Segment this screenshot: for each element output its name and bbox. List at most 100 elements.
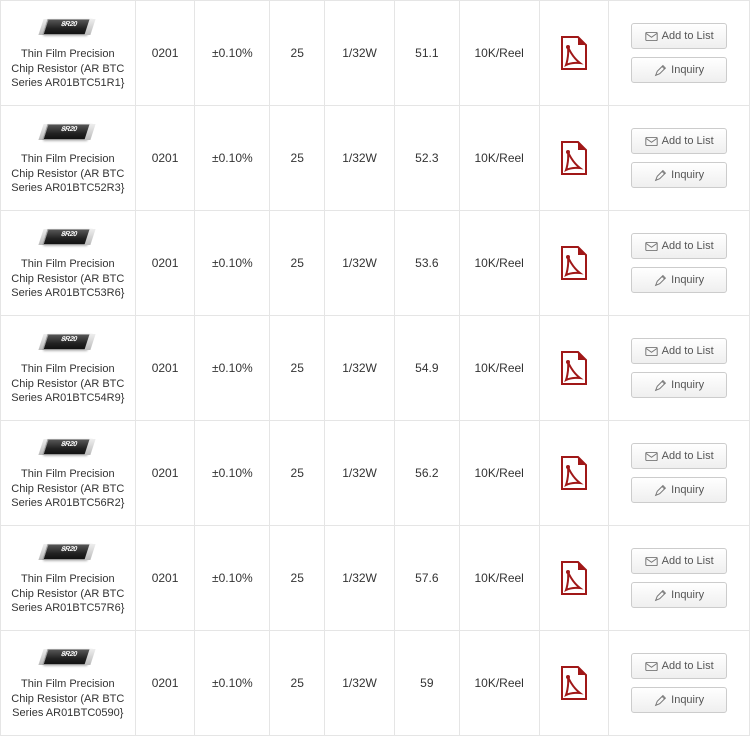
inquiry-label: Inquiry xyxy=(671,274,704,286)
pencil-icon xyxy=(654,694,667,707)
inquiry-button[interactable]: Inquiry xyxy=(631,687,727,713)
chip-resistor-icon: 8R20 xyxy=(39,330,97,356)
add-to-list-button[interactable]: Add to List xyxy=(631,23,727,49)
packaging: 10K/Reel xyxy=(460,526,540,630)
add-to-list-button[interactable]: Add to List xyxy=(631,653,727,679)
product-name[interactable]: Thin Film Precision Chip Resistor (AR BT… xyxy=(5,152,131,197)
actions-cell: Add to List Inquiry xyxy=(609,106,749,210)
resistance-value: 53.6 xyxy=(395,211,460,315)
pdf-icon[interactable] xyxy=(558,665,590,701)
chip-resistor-icon: 8R20 xyxy=(39,225,97,251)
size-code: 0201 xyxy=(136,526,196,630)
add-label: Add to List xyxy=(662,240,714,252)
table-row: 8R20 Thin Film Precision Chip Resistor (A… xyxy=(0,106,750,211)
inquiry-label: Inquiry xyxy=(671,589,704,601)
add-to-list-button[interactable]: Add to List xyxy=(631,233,727,259)
datasheet-cell xyxy=(540,1,610,105)
table-row: 8R20Thin Film Precision Chip Resistor (A… xyxy=(0,0,750,106)
resistance-value: 54.9 xyxy=(395,316,460,420)
power-rating: 1/32W xyxy=(325,1,395,105)
inquiry-button[interactable]: Inquiry xyxy=(631,477,727,503)
temp-coeff: 25 xyxy=(270,526,325,630)
actions-cell: Add to List Inquiry xyxy=(609,316,749,420)
table-row: 8R20 Thin Film Precision Chip Resistor (A… xyxy=(0,316,750,421)
pencil-icon xyxy=(654,169,667,182)
add-label: Add to List xyxy=(662,555,714,567)
inquiry-button[interactable]: Inquiry xyxy=(631,57,727,83)
datasheet-cell xyxy=(540,421,610,525)
pencil-icon xyxy=(654,484,667,497)
product-cell: 8R20Thin Film Precision Chip Resistor (A… xyxy=(1,631,136,735)
inquiry-label: Inquiry xyxy=(671,694,704,706)
pdf-icon[interactable] xyxy=(558,35,590,71)
temp-coeff: 25 xyxy=(270,211,325,315)
envelope-icon xyxy=(645,555,658,568)
actions-cell: Add to List Inquiry xyxy=(609,1,749,105)
product-cell: 8R20Thin Film Precision Chip Resistor (A… xyxy=(1,421,136,525)
table-row: 8R20Thin Film Precision Chip Resistor (A… xyxy=(0,421,750,526)
actions-cell: Add to List Inquiry xyxy=(609,211,749,315)
product-cell: 8R20 Thin Film Precision Chip Resistor (A… xyxy=(1,211,136,315)
add-label: Add to List xyxy=(662,345,714,357)
resistance-value: 56.2 xyxy=(395,421,460,525)
pdf-icon[interactable] xyxy=(558,560,590,596)
tolerance: ±0.10% xyxy=(195,526,270,630)
product-name[interactable]: Thin Film Precision Chip Resistor (AR BT… xyxy=(5,572,131,617)
product-name[interactable]: Thin Film Precision Chip Resistor (AR BT… xyxy=(5,47,131,92)
temp-coeff: 25 xyxy=(270,1,325,105)
power-rating: 1/32W xyxy=(325,106,395,210)
envelope-icon xyxy=(645,240,658,253)
tolerance: ±0.10% xyxy=(195,211,270,315)
add-to-list-button[interactable]: Add to List xyxy=(631,338,727,364)
pencil-icon xyxy=(654,274,667,287)
datasheet-cell xyxy=(540,526,610,630)
inquiry-button[interactable]: Inquiry xyxy=(631,162,727,188)
resistance-value: 52.3 xyxy=(395,106,460,210)
add-to-list-button[interactable]: Add to List xyxy=(631,443,727,469)
tolerance: ±0.10% xyxy=(195,421,270,525)
add-to-list-button[interactable]: Add to List xyxy=(631,548,727,574)
product-name[interactable]: Thin Film Precision Chip Resistor (AR BT… xyxy=(5,677,131,722)
size-code: 0201 xyxy=(136,106,196,210)
datasheet-cell xyxy=(540,631,610,735)
add-label: Add to List xyxy=(662,30,714,42)
pencil-icon xyxy=(654,379,667,392)
inquiry-button[interactable]: Inquiry xyxy=(631,582,727,608)
packaging: 10K/Reel xyxy=(460,1,540,105)
temp-coeff: 25 xyxy=(270,316,325,420)
size-code: 0201 xyxy=(136,421,196,525)
product-table: 8R20 Thin Film Precision Chip Resistor (A… xyxy=(0,0,750,736)
temp-coeff: 25 xyxy=(270,421,325,525)
packaging: 10K/Reel xyxy=(460,631,540,735)
pdf-icon[interactable] xyxy=(558,350,590,386)
size-code: 0201 xyxy=(136,316,196,420)
packaging: 10K/Reel xyxy=(460,211,540,315)
table-row: 8R20Thin Film Precision Chip Resistor (A… xyxy=(0,526,750,631)
size-code: 0201 xyxy=(136,211,196,315)
table-row: 8R20 Thin Film Precision Chip Resistor (A… xyxy=(0,211,750,316)
temp-coeff: 25 xyxy=(270,631,325,735)
inquiry-button[interactable]: Inquiry xyxy=(631,372,727,398)
inquiry-button[interactable]: Inquiry xyxy=(631,267,727,293)
chip-resistor-icon: 8R20 xyxy=(39,120,97,146)
tolerance: ±0.10% xyxy=(195,1,270,105)
pdf-icon[interactable] xyxy=(558,455,590,491)
power-rating: 1/32W xyxy=(325,526,395,630)
product-name[interactable]: Thin Film Precision Chip Resistor (AR BT… xyxy=(5,362,131,407)
pencil-icon xyxy=(654,64,667,77)
product-cell: 8R20Thin Film Precision Chip Resistor (A… xyxy=(1,1,136,105)
envelope-icon xyxy=(645,30,658,43)
product-cell: 8R20 Thin Film Precision Chip Resistor (A… xyxy=(1,106,136,210)
product-cell: 8R20Thin Film Precision Chip Resistor (A… xyxy=(1,526,136,630)
datasheet-cell xyxy=(540,106,610,210)
pdf-icon[interactable] xyxy=(558,245,590,281)
product-name[interactable]: Thin Film Precision Chip Resistor (AR BT… xyxy=(5,257,131,302)
tolerance: ±0.10% xyxy=(195,316,270,420)
pdf-icon[interactable] xyxy=(558,140,590,176)
power-rating: 1/32W xyxy=(325,211,395,315)
product-name[interactable]: Thin Film Precision Chip Resistor (AR BT… xyxy=(5,467,131,512)
tolerance: ±0.10% xyxy=(195,631,270,735)
add-to-list-button[interactable]: Add to List xyxy=(631,128,727,154)
resistance-value: 59 xyxy=(395,631,460,735)
actions-cell: Add to List Inquiry xyxy=(609,421,749,525)
